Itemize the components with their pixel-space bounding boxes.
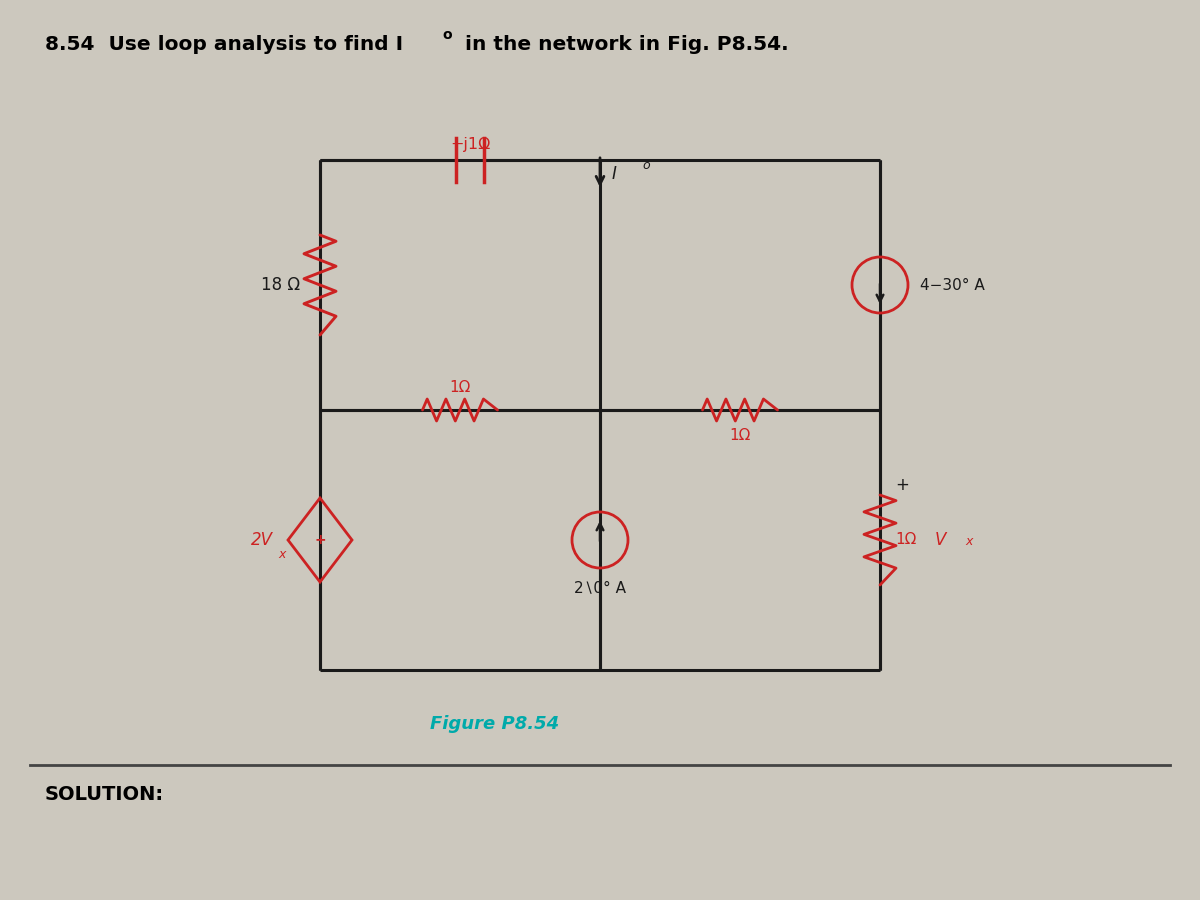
Text: +: +	[895, 476, 908, 494]
Text: o: o	[442, 28, 451, 42]
Text: x: x	[965, 535, 972, 548]
Text: −j1Ω: −j1Ω	[450, 137, 490, 152]
Text: 8.54  Use loop analysis to find I: 8.54 Use loop analysis to find I	[46, 35, 403, 54]
Text: 1Ω: 1Ω	[449, 380, 470, 395]
Text: x: x	[278, 548, 286, 561]
Text: 2∖0° A: 2∖0° A	[574, 580, 626, 595]
Text: 1Ω: 1Ω	[895, 533, 917, 547]
Text: Figure P8.54: Figure P8.54	[430, 715, 559, 733]
Text: 4−30° A: 4−30° A	[920, 277, 985, 292]
Text: 2V: 2V	[251, 531, 274, 549]
Text: SOLUTION:: SOLUTION:	[46, 785, 164, 804]
Text: 1Ω: 1Ω	[730, 428, 751, 443]
Text: 18 Ω: 18 Ω	[260, 276, 300, 294]
Text: in the network in Fig. P8.54.: in the network in Fig. P8.54.	[458, 35, 788, 54]
Text: o: o	[642, 159, 649, 172]
Text: V: V	[935, 531, 947, 549]
Text: I: I	[612, 165, 617, 183]
Text: +: +	[314, 533, 326, 547]
